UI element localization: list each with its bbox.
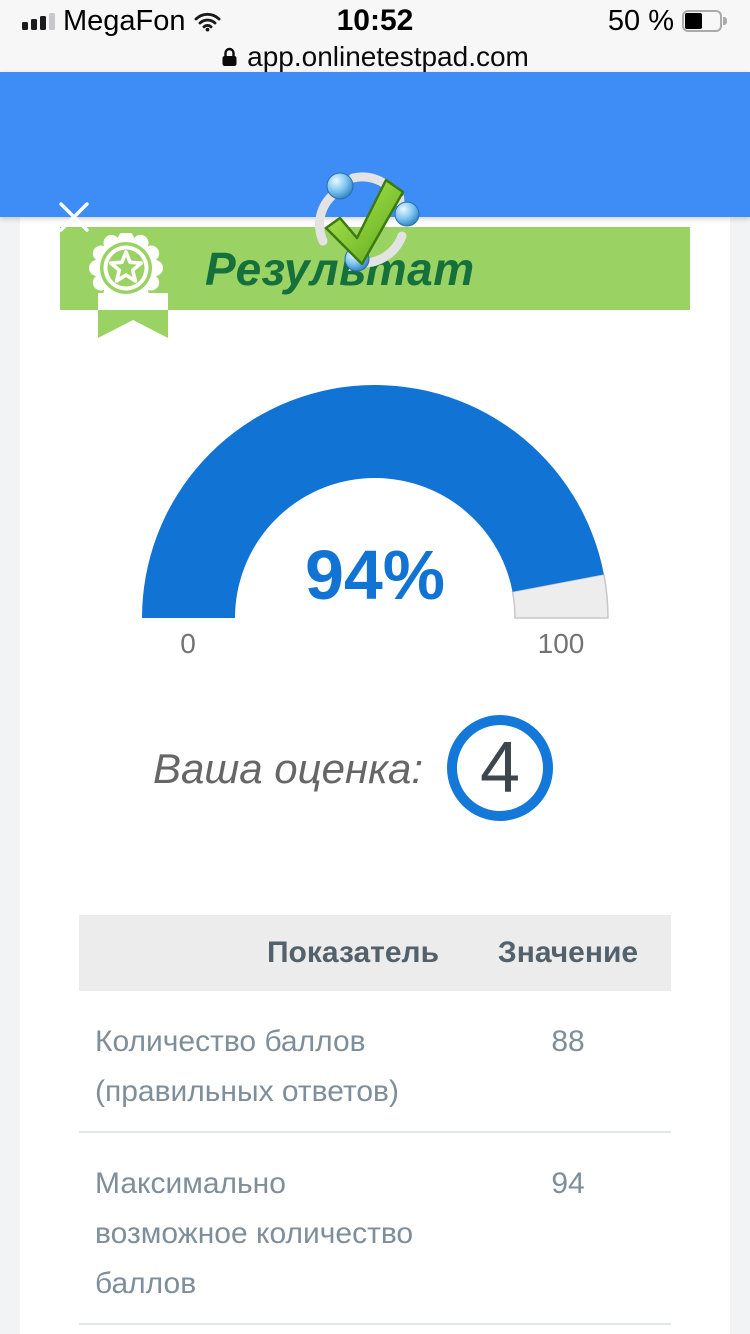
clock-label: 10:52 [336, 4, 414, 37]
gauge-arc [142, 385, 609, 619]
score-value: 4 [479, 728, 521, 808]
url-label: app.onlinetestpad.com [247, 41, 529, 72]
score-badge: 4 [447, 715, 553, 821]
score-label: Ваша оценка: [153, 745, 423, 792]
row-indicator-label: Количество баллов (правильных ответов) [95, 1025, 399, 1108]
status-bar: MegaFon 10:52 50 % app.onlinetestpad.com [0, 0, 750, 72]
column-header-indicator: Показатель [266, 936, 440, 969]
battery-percent-label: 50 % [607, 4, 674, 37]
results-table: Показатель Значение Количество баллов (п… [79, 915, 671, 1325]
gauge-max-label: 100 [537, 628, 585, 659]
table-row: Количество баллов (правильных ответов) 8… [79, 991, 671, 1133]
table-header-row: Показатель Значение [79, 915, 671, 991]
lock-icon [222, 47, 237, 66]
row-value: 88 [551, 1025, 585, 1058]
battery-icon [682, 10, 728, 32]
status-right-cluster: 50 % [608, 0, 728, 42]
gauge-value-label: 94% [304, 536, 446, 614]
row-value: 94 [551, 1167, 585, 1200]
column-header-value: Значение [497, 936, 639, 969]
table-row: Максимально возможное количество баллов … [79, 1133, 671, 1325]
gauge-min-label: 0 [180, 628, 196, 659]
close-icon [59, 202, 89, 232]
medal-icon [86, 231, 170, 348]
onlinetestpad-logo-icon [303, 165, 425, 282]
close-button[interactable] [52, 195, 96, 239]
address-bar[interactable]: app.onlinetestpad.com [0, 41, 750, 72]
row-indicator-label: Максимально возможное количество баллов [95, 1167, 414, 1300]
app-header [0, 72, 750, 272]
status-left-cluster: MegaFon [22, 0, 221, 42]
result-title: Результат [205, 242, 475, 295]
cellular-signal-icon [22, 12, 55, 30]
wifi-icon [194, 12, 220, 31]
status-bar-top-row: MegaFon 10:52 50 % [0, 0, 750, 42]
carrier-label: MegaFon [63, 4, 186, 37]
score-gauge: 94% 0 100 [0, 385, 750, 659]
